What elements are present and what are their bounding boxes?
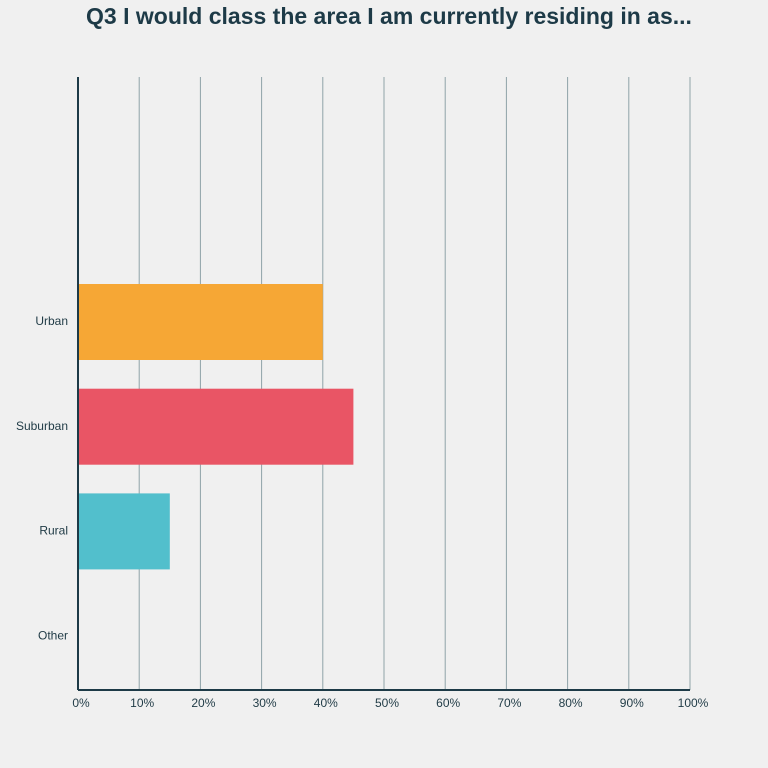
y-tick-label: Urban [35, 314, 68, 328]
bar [78, 388, 354, 465]
y-tick-label: Other [38, 628, 68, 642]
x-tick-label: 70% [497, 696, 521, 710]
x-tick-label: 60% [436, 696, 460, 710]
x-tick-label: 30% [253, 696, 277, 710]
x-tick-label: 10% [130, 696, 154, 710]
x-tick-label: 80% [559, 696, 583, 710]
y-tick-label: Rural [39, 524, 68, 538]
bar [78, 284, 323, 360]
x-tick-label: 50% [375, 696, 399, 710]
y-tick-label: Suburban [16, 419, 68, 433]
x-tick-label: 40% [314, 696, 338, 710]
x-tick-label: 0% [72, 696, 90, 710]
x-tick-label: 90% [620, 696, 644, 710]
x-tick-label: 20% [191, 696, 215, 710]
chart-title: Q3 I would class the area I am currently… [86, 3, 692, 29]
x-tick-label: 100% [678, 696, 709, 710]
bar [78, 493, 170, 570]
